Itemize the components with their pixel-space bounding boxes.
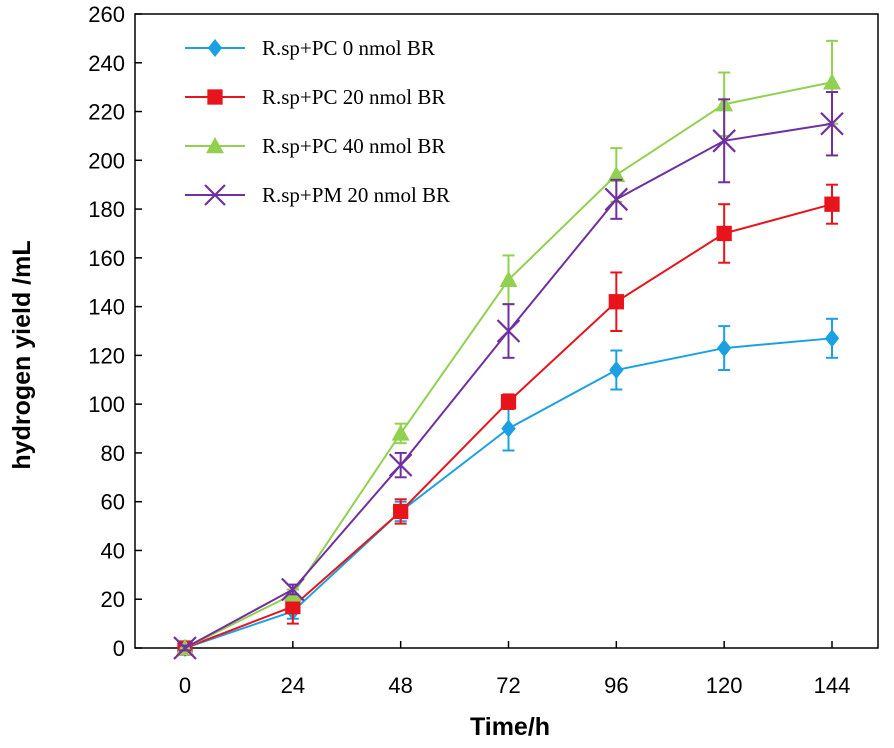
y-tick-label: 20 (101, 587, 125, 612)
data-point (604, 187, 629, 212)
x-tick-label: 96 (604, 673, 628, 698)
data-point (499, 270, 518, 287)
legend-marker (207, 39, 223, 57)
series-line (184, 81, 833, 649)
data-point (285, 598, 301, 615)
legend-label: R.sp+PC 20 nmol BR (262, 85, 445, 109)
data-point (281, 577, 305, 602)
data-point (393, 503, 409, 520)
y-tick-label: 220 (88, 100, 125, 125)
data-point (609, 361, 624, 380)
data-point (823, 73, 841, 90)
legend-label: R.sp+PM 20 nmol BR (262, 183, 450, 207)
data-point (608, 294, 624, 310)
data-point (391, 424, 410, 441)
data-point (712, 129, 736, 153)
data-point (173, 636, 197, 660)
legend-item-2: R.sp+PC 20 nmol BR (185, 85, 445, 109)
legend-item-3: R.sp+PC 40 nmol BR (185, 134, 445, 158)
x-tick-label: 0 (179, 673, 191, 698)
data-point (501, 419, 516, 438)
data-point (500, 394, 517, 410)
y-tick-label: 200 (88, 148, 125, 173)
x-tick-label: 120 (706, 673, 743, 698)
legend-marker (204, 184, 226, 206)
data-point (716, 339, 732, 358)
data-point (496, 319, 521, 343)
y-tick-label: 260 (88, 2, 125, 27)
y-tick-label: 80 (101, 441, 125, 466)
y-tick-label: 140 (88, 295, 125, 320)
data-point (824, 329, 840, 348)
legend-marker (207, 89, 223, 105)
x-tick-label: 24 (281, 673, 305, 698)
data-point (388, 453, 413, 477)
data-point (824, 196, 840, 212)
series-4 (173, 91, 844, 660)
y-tick-label: 100 (88, 392, 125, 417)
tick-labels: 0 20 40 60 80 100 120 140 160 180 200 220 240 260 0 24 4… (88, 2, 850, 698)
y-tick-label: 240 (88, 51, 125, 76)
x-axis-title: Time/h (470, 713, 550, 741)
plot-frame (134, 13, 879, 649)
legend-label: R.sp+PC 40 nmol BR (262, 134, 445, 158)
legend: R.sp+PC 0 nmol BR R.sp+PC 20 nmol BR R.sp+… (185, 36, 450, 207)
x-tick-label: 144 (814, 673, 851, 698)
x-tick-label: 48 (388, 673, 412, 698)
y-tick-label: 0 (113, 636, 125, 661)
y-tick-label: 180 (88, 197, 125, 222)
axes (134, 13, 879, 649)
series-1 (177, 317, 840, 657)
data-point (716, 225, 732, 242)
legend-item-1: R.sp+PC 0 nmol BR (185, 36, 435, 60)
data-point (820, 111, 844, 136)
y-tick-label: 160 (88, 246, 125, 271)
series-layer (173, 39, 844, 660)
legend-label: R.sp+PC 0 nmol BR (262, 36, 435, 60)
y-axis-title: hydrogen yield /mL (8, 240, 36, 469)
y-tick-label: 40 (101, 538, 125, 563)
legend-marker (206, 137, 224, 154)
legend-item-4: R.sp+PM 20 nmol BR (185, 183, 450, 207)
series-line (184, 337, 833, 649)
y-tick-label: 60 (101, 490, 125, 515)
y-tick-label: 120 (88, 343, 125, 368)
x-tick-label: 72 (496, 673, 520, 698)
data-point (607, 165, 626, 183)
